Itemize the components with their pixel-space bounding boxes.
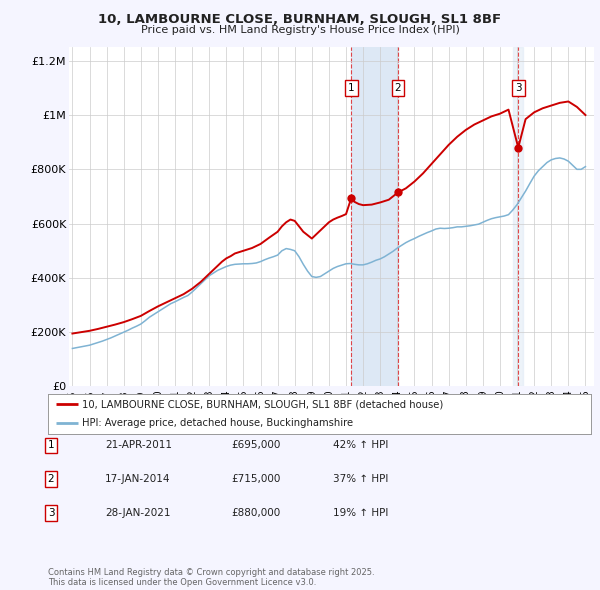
- Text: HPI: Average price, detached house, Buckinghamshire: HPI: Average price, detached house, Buck…: [82, 418, 353, 428]
- Text: 42% ↑ HPI: 42% ↑ HPI: [333, 441, 388, 450]
- Text: 1: 1: [348, 83, 355, 93]
- Bar: [352, 47, 398, 386]
- Text: 2: 2: [47, 474, 55, 484]
- Text: 10, LAMBOURNE CLOSE, BURNHAM, SLOUGH, SL1 8BF (detached house): 10, LAMBOURNE CLOSE, BURNHAM, SLOUGH, SL…: [82, 399, 443, 409]
- Text: £880,000: £880,000: [231, 508, 280, 517]
- Text: 28-JAN-2021: 28-JAN-2021: [105, 508, 170, 517]
- Text: Contains HM Land Registry data © Crown copyright and database right 2025.
This d: Contains HM Land Registry data © Crown c…: [48, 568, 374, 587]
- Text: 2: 2: [395, 83, 401, 93]
- Text: 3: 3: [47, 508, 55, 517]
- Text: 17-JAN-2014: 17-JAN-2014: [105, 474, 170, 484]
- Text: 3: 3: [515, 83, 521, 93]
- Text: 10, LAMBOURNE CLOSE, BURNHAM, SLOUGH, SL1 8BF: 10, LAMBOURNE CLOSE, BURNHAM, SLOUGH, SL…: [98, 13, 502, 26]
- Text: 1: 1: [47, 441, 55, 450]
- Text: 21-APR-2011: 21-APR-2011: [105, 441, 172, 450]
- Text: Price paid vs. HM Land Registry's House Price Index (HPI): Price paid vs. HM Land Registry's House …: [140, 25, 460, 35]
- Bar: [513, 47, 523, 386]
- Text: 37% ↑ HPI: 37% ↑ HPI: [333, 474, 388, 484]
- Text: 19% ↑ HPI: 19% ↑ HPI: [333, 508, 388, 517]
- Text: £715,000: £715,000: [231, 474, 280, 484]
- Text: £695,000: £695,000: [231, 441, 280, 450]
